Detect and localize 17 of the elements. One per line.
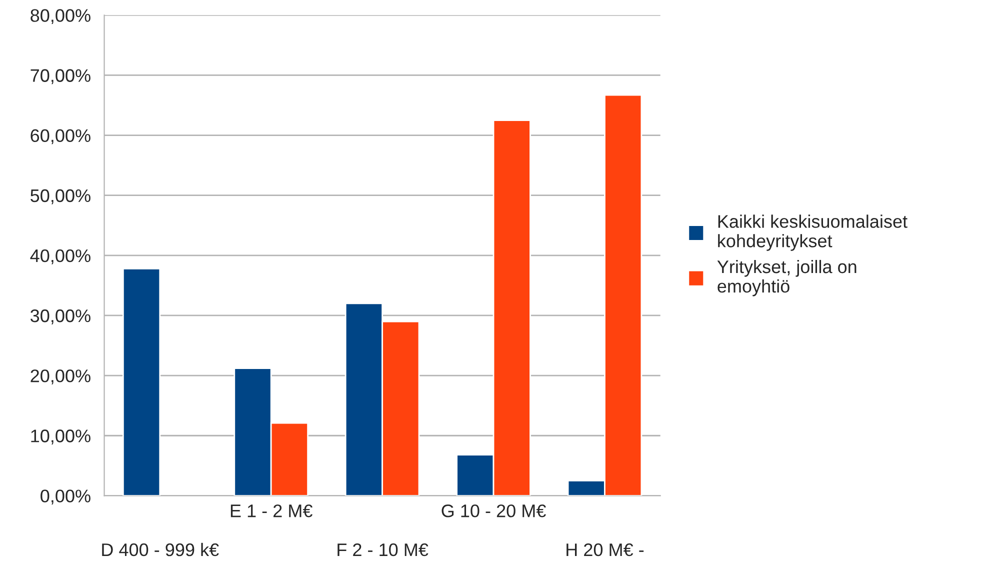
x-tick-label: H 20 M€ -	[566, 543, 644, 556]
x-tick-label: E 1 - 2 M€	[230, 504, 312, 518]
bar	[122, 268, 161, 496]
y-tick-label: 10,00%	[31, 430, 90, 444]
legend-label: Yritykset, joilla on emoyhtiö	[717, 260, 856, 296]
y-tick-label: 30,00%	[30, 309, 90, 324]
y-tick-label: 20,00%	[30, 369, 90, 384]
y-tick-label: 80,00%	[30, 9, 90, 24]
y-tick-label: 40,00%	[30, 249, 90, 264]
x-tick-label: F 2 - 10 M€	[338, 543, 428, 556]
y-tick-label: 0,00%	[40, 490, 90, 505]
y-tick-label: 50,00%	[30, 189, 90, 204]
x-tick-label: G 10 - 20 M€	[442, 504, 546, 518]
x-tick-label: D 400 - 999 k€	[102, 542, 219, 556]
y-tick-label: 70,00%	[30, 69, 90, 84]
legend-label: Kaikki keskisuomalaiset kohdeyritykset	[718, 214, 908, 251]
y-tick-label: 60,00%	[30, 129, 90, 144]
